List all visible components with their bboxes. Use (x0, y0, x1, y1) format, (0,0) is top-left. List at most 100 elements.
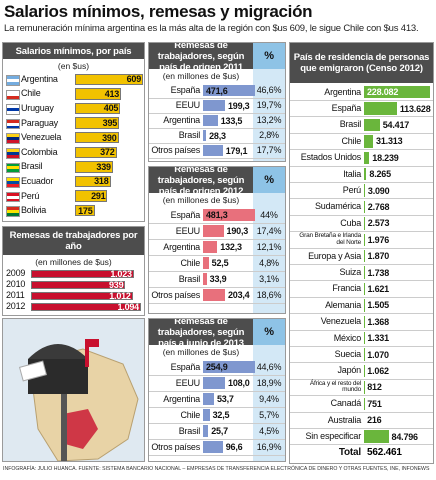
bar (203, 85, 255, 96)
bar (364, 168, 367, 181)
flag-stripe (7, 183, 19, 187)
category-label: Alemania (325, 299, 361, 310)
bar (75, 175, 111, 188)
bar (75, 88, 122, 100)
bar (75, 204, 95, 217)
share-label: 18,9% (256, 377, 282, 388)
row-divider (149, 302, 285, 303)
category-label: Brasil (178, 130, 201, 140)
category-label: Paraguay (21, 117, 58, 128)
row-divider (290, 231, 433, 232)
value-label: 113.628 (399, 103, 431, 114)
category-label: Cuba (340, 217, 361, 228)
unit-label: (en millones de $us) (162, 195, 240, 205)
share-label: 5,7% (259, 409, 279, 420)
flag (6, 89, 20, 101)
bar (364, 135, 374, 148)
flag-stripe (7, 149, 19, 152)
category-label: Brasil (178, 273, 201, 284)
share-column (253, 193, 285, 313)
category-label: EEUU (175, 225, 200, 236)
flag-stripe (7, 207, 19, 211)
value-label: 96,6 (225, 442, 243, 452)
category-label: España (331, 103, 362, 114)
row-divider (149, 286, 285, 287)
value-label: 1.738 (367, 267, 390, 278)
row-divider (290, 411, 433, 412)
flag-stripe (7, 169, 19, 173)
row-divider (290, 395, 433, 396)
bar (203, 257, 209, 269)
row-divider (149, 97, 285, 98)
bar (203, 441, 223, 453)
category-label: Brasil (339, 119, 362, 130)
bar (364, 151, 370, 164)
category-label: 2011 (6, 290, 25, 300)
bar (203, 361, 255, 373)
chart-title: Remesas de trabajadores, según país a ju… (149, 319, 253, 349)
share-label: 9,4% (259, 393, 279, 404)
value-label: 52,5 (211, 258, 229, 268)
flag-stripe (7, 81, 19, 85)
category-label: Suiza (339, 267, 361, 278)
flag-stripe (7, 78, 19, 82)
bar (203, 115, 218, 126)
value-label: 390 (102, 132, 117, 143)
category-label: Chile (21, 88, 41, 99)
chart-panel: Remesas de trabajadores, según país de o… (148, 42, 286, 162)
flag-stripe (7, 213, 19, 216)
flag-stripe (7, 110, 19, 114)
bar (75, 117, 120, 129)
category-label: Bolivia (21, 205, 47, 216)
value-label: 481,3 (206, 210, 228, 220)
value-label: 1.621 (367, 283, 389, 294)
flag (6, 133, 20, 144)
row-divider (290, 280, 433, 281)
value-label: 53,7 (216, 394, 234, 404)
value-label: 413 (104, 88, 120, 99)
bar (364, 233, 365, 246)
value-label: 33,9 (209, 274, 227, 284)
value-label: 372 (100, 147, 115, 158)
value-label: 318 (94, 176, 109, 187)
flag (6, 104, 20, 115)
category-label: Perú (342, 185, 361, 196)
bar (364, 217, 365, 230)
category-label: Argentina (324, 86, 361, 97)
chart-panel: Remesas de trabajadores por año (en millo… (2, 226, 145, 316)
share-header: % (253, 319, 285, 345)
row-divider (290, 116, 433, 117)
row-divider (290, 427, 433, 429)
category-label: Australia (327, 414, 361, 425)
flag-stripe (7, 210, 19, 214)
category-label: Brasil (21, 161, 43, 172)
row-divider (290, 444, 433, 445)
bar (75, 146, 117, 159)
value-label: 1.331 (367, 333, 389, 344)
row-divider (149, 406, 285, 407)
bar (203, 145, 223, 156)
share-header: % (253, 167, 285, 193)
flag (6, 177, 20, 188)
value-label: 28,3 (209, 130, 226, 141)
share-label: 16,9% (256, 441, 282, 452)
value-label: 609 (126, 74, 142, 85)
bar (203, 393, 214, 405)
flag-stripe (7, 93, 19, 97)
row-divider (290, 198, 433, 199)
flag-stripe (7, 151, 19, 155)
row-divider (290, 329, 433, 330)
bar (75, 190, 108, 202)
row-divider (149, 270, 285, 271)
value-label: 395 (102, 118, 118, 129)
share-label: 46,6% (256, 85, 282, 95)
share-label: 17,7% (256, 145, 282, 155)
value-label: 216 (367, 415, 382, 426)
share-label: 17,4% (256, 225, 282, 236)
row-divider (149, 127, 285, 128)
row-divider (290, 149, 433, 150)
share-label: 44% (260, 209, 278, 220)
value-label: 1.976 (367, 234, 390, 245)
row-divider (149, 454, 285, 455)
category-label: Francia (332, 283, 361, 294)
